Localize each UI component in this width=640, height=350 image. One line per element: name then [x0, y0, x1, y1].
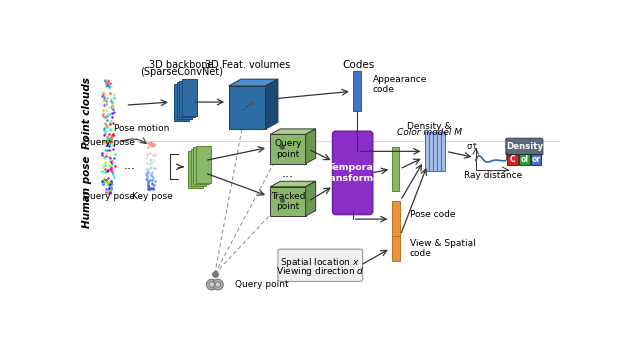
Polygon shape [306, 181, 316, 216]
Text: View & Spatial
code: View & Spatial code [410, 239, 476, 258]
Text: Human pose: Human pose [82, 156, 92, 228]
Text: Viewing direction $d$: Viewing direction $d$ [276, 265, 365, 278]
Bar [188, 150, 204, 188]
Polygon shape [306, 129, 316, 164]
Text: 3D backbone: 3D backbone [150, 60, 214, 70]
Polygon shape [270, 187, 306, 216]
Text: C: C [510, 155, 516, 164]
Text: σ↑: σ↑ [467, 142, 479, 151]
Text: Ray distance: Ray distance [463, 172, 522, 181]
Bar [531, 154, 541, 165]
Bar [392, 236, 400, 261]
Bar [191, 149, 206, 186]
Bar [426, 132, 429, 170]
Text: Tracked
point: Tracked point [271, 192, 305, 211]
Circle shape [209, 282, 214, 287]
Text: Pose code: Pose code [410, 210, 455, 219]
Text: Density &: Density & [408, 122, 452, 131]
Text: Query
point: Query point [274, 139, 301, 159]
Text: Key pose: Key pose [132, 192, 173, 201]
Bar [433, 132, 437, 170]
Text: Temporal
Transformer: Temporal Transformer [320, 163, 385, 183]
Polygon shape [228, 86, 266, 129]
Text: Query point: Query point [235, 280, 289, 289]
Polygon shape [270, 181, 316, 187]
Text: Pose motion: Pose motion [114, 124, 170, 133]
Bar [437, 132, 441, 170]
Text: Query pose: Query pose [83, 138, 134, 147]
Bar [441, 132, 445, 170]
Text: Point clouds: Point clouds [82, 77, 92, 149]
Text: ...: ... [124, 159, 136, 172]
Text: ...: ... [282, 167, 294, 180]
Bar [392, 201, 400, 237]
Text: Query pose: Query pose [83, 192, 134, 201]
Text: Appearance
code: Appearance code [372, 75, 427, 94]
Bar [179, 80, 195, 118]
Text: Density: Density [506, 142, 543, 151]
Bar [519, 154, 530, 165]
Polygon shape [228, 79, 278, 86]
Text: Color model M: Color model M [397, 128, 462, 137]
Circle shape [212, 279, 223, 290]
Polygon shape [270, 129, 316, 134]
Text: (SparseConvNet): (SparseConvNet) [140, 67, 223, 77]
Bar [193, 147, 209, 184]
Polygon shape [270, 134, 306, 164]
Circle shape [215, 282, 221, 287]
Bar [174, 84, 189, 120]
Bar [196, 146, 211, 183]
Text: 3D Feat. volumes: 3D Feat. volumes [205, 60, 290, 70]
Bar [508, 154, 518, 165]
Text: or: or [531, 155, 540, 164]
FancyBboxPatch shape [333, 131, 372, 215]
FancyBboxPatch shape [506, 138, 543, 155]
Bar [177, 82, 192, 119]
Polygon shape [266, 79, 278, 129]
Circle shape [206, 279, 217, 290]
FancyBboxPatch shape [278, 249, 363, 281]
Bar [429, 132, 433, 170]
Bar [353, 71, 362, 111]
Bar [182, 79, 198, 116]
Text: Codes: Codes [342, 60, 375, 70]
Text: ol: ol [520, 155, 529, 164]
Text: Spatial location $x$: Spatial location $x$ [280, 256, 360, 269]
Bar [392, 147, 399, 191]
